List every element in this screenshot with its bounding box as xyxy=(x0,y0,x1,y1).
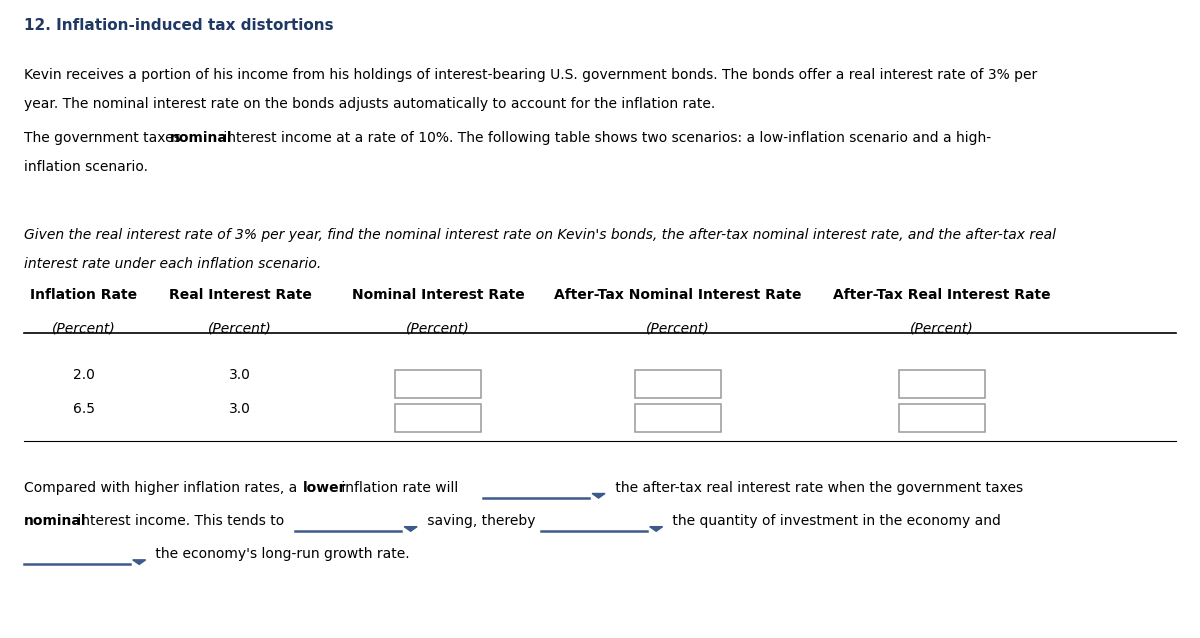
Bar xyxy=(395,370,481,398)
Text: The government taxes: The government taxes xyxy=(24,131,185,145)
Bar xyxy=(635,404,721,432)
Text: the after-tax real interest rate when the government taxes: the after-tax real interest rate when th… xyxy=(611,481,1022,495)
Bar xyxy=(899,370,985,398)
Text: Real Interest Rate: Real Interest Rate xyxy=(168,288,312,302)
Text: interest income. This tends to: interest income. This tends to xyxy=(73,514,288,528)
Polygon shape xyxy=(649,526,662,531)
Text: After-Tax Nominal Interest Rate: After-Tax Nominal Interest Rate xyxy=(554,288,802,302)
Bar xyxy=(635,370,721,398)
Text: After-Tax Real Interest Rate: After-Tax Real Interest Rate xyxy=(833,288,1051,302)
Text: year. The nominal interest rate on the bonds adjusts automatically to account fo: year. The nominal interest rate on the b… xyxy=(24,97,715,111)
Text: interest income at a rate of 10%. The following table shows two scenarios: a low: interest income at a rate of 10%. The fo… xyxy=(218,131,991,145)
Text: (Percent): (Percent) xyxy=(646,322,710,336)
Text: (Percent): (Percent) xyxy=(406,322,470,336)
Text: saving, thereby: saving, thereby xyxy=(422,514,540,528)
Bar xyxy=(395,404,481,432)
Text: (Percent): (Percent) xyxy=(208,322,272,336)
Text: 12. Inflation-induced tax distortions: 12. Inflation-induced tax distortions xyxy=(24,18,334,33)
Text: Kevin receives a portion of his income from his holdings of interest-bearing U.S: Kevin receives a portion of his income f… xyxy=(24,68,1037,82)
Text: 3.0: 3.0 xyxy=(229,368,251,382)
Polygon shape xyxy=(133,560,145,565)
Text: Compared with higher inflation rates, a: Compared with higher inflation rates, a xyxy=(24,481,301,495)
Text: (Percent): (Percent) xyxy=(52,322,116,336)
Polygon shape xyxy=(404,526,418,531)
Bar xyxy=(899,404,985,432)
Text: Given the real interest rate of 3% per year, find the nominal interest rate on K: Given the real interest rate of 3% per y… xyxy=(24,228,1056,242)
Text: the economy's long-run growth rate.: the economy's long-run growth rate. xyxy=(151,547,410,561)
Text: the quantity of investment in the economy and: the quantity of investment in the econom… xyxy=(668,514,1001,528)
Text: Nominal Interest Rate: Nominal Interest Rate xyxy=(352,288,524,302)
Text: inflation rate will: inflation rate will xyxy=(337,481,463,495)
Text: (Percent): (Percent) xyxy=(910,322,974,336)
Text: nominal: nominal xyxy=(24,514,86,528)
Text: 3.0: 3.0 xyxy=(229,402,251,416)
Text: lower: lower xyxy=(302,481,346,495)
Polygon shape xyxy=(592,494,605,498)
Text: nominal: nominal xyxy=(170,131,233,145)
Text: Inflation Rate: Inflation Rate xyxy=(30,288,138,302)
Text: 2.0: 2.0 xyxy=(73,368,95,382)
Text: inflation scenario.: inflation scenario. xyxy=(24,160,148,174)
Text: interest rate under each inflation scenario.: interest rate under each inflation scena… xyxy=(24,257,322,271)
Text: 6.5: 6.5 xyxy=(73,402,95,416)
